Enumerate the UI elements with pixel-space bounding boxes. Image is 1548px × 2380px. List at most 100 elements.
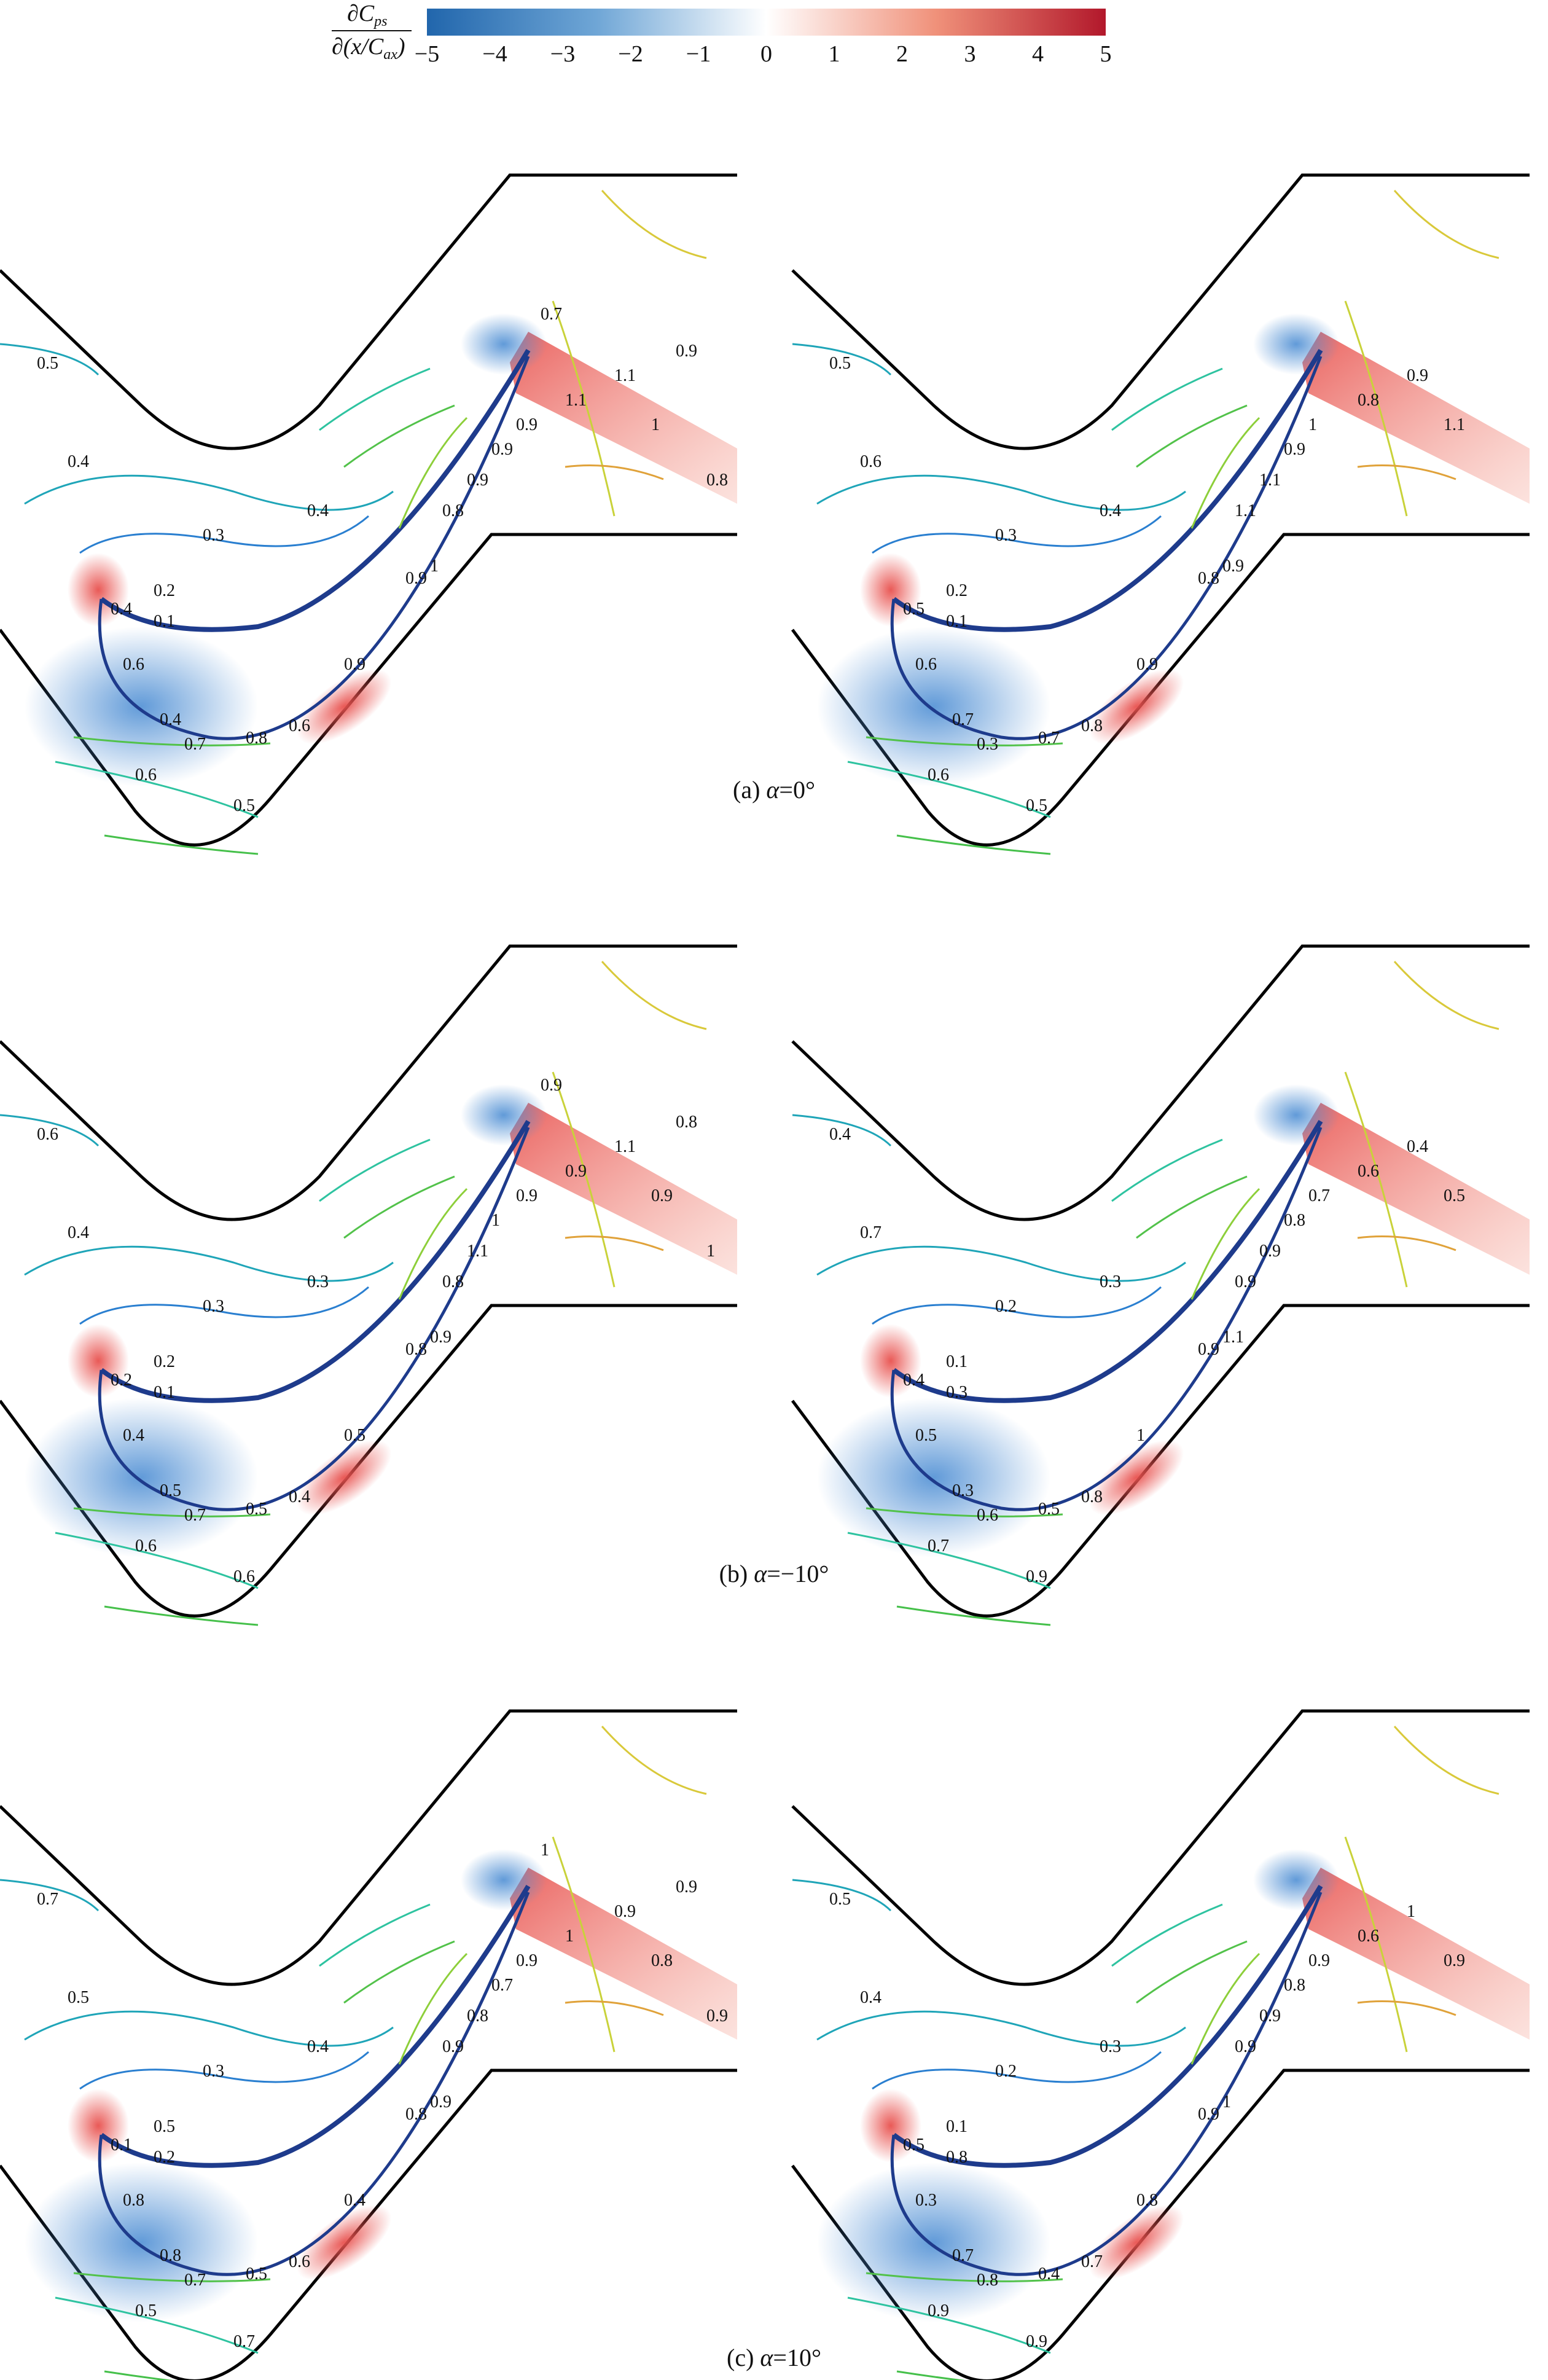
contour-label: 0.8 (405, 1340, 427, 1359)
contour-label: 0.7 (928, 1536, 949, 1556)
contour-label: 0.6 (977, 1506, 998, 1525)
contour-label: 0.3 (977, 735, 998, 754)
panel-b-right: 0.40.70.30.20.10.30.40.50.30.60.70.50.80… (792, 946, 1530, 1625)
contour-label: 0.5 (1038, 1500, 1060, 1519)
contour-label: 0.4 (307, 2037, 329, 2056)
contour-label: 0.2 (154, 1352, 175, 1371)
contour-label: 0.8 (1284, 1211, 1305, 1230)
contour-label: 1.1 (1259, 471, 1281, 490)
panel-a-right: 0.50.60.40.30.20.10.50.60.70.30.60.70.80… (792, 175, 1530, 854)
contour-label: 0.2 (995, 1297, 1017, 1316)
contour-label: 0.7 (1308, 1186, 1330, 1205)
panel-a-left: 0.50.40.40.30.20.10.40.60.40.70.60.80.60… (0, 175, 737, 854)
contour-label: 1.1 (467, 1242, 488, 1261)
colorbar-label-numerator: ∂Cps (347, 1, 387, 29)
contour-label: 0.8 (123, 2191, 144, 2210)
contour-label: 0.9 (516, 1951, 538, 1970)
contour-label: 0.4 (111, 600, 132, 619)
contour-label: 0.9 (516, 415, 538, 434)
contour-label: 0.5 (829, 354, 851, 373)
contour-label: 0.7 (952, 710, 974, 729)
contour-label: 1 (491, 1211, 500, 1230)
contour-label: 0.9 (676, 342, 697, 361)
contour-label: 0.9 (1198, 2105, 1219, 2124)
colorbar-tick-label: 5 (1100, 41, 1112, 67)
panel-c-left: 0.70.50.40.30.50.20.10.80.80.70.50.50.60… (0, 1711, 737, 2380)
contour-label: 0.8 (1198, 569, 1219, 588)
contour-label: 0.9 (1235, 1272, 1256, 1291)
panel-c-right: 0.50.40.30.20.10.80.50.30.70.80.90.40.70… (792, 1711, 1530, 2380)
contour-label: 0.1 (946, 612, 968, 631)
contour-label: 0.3 (915, 2191, 937, 2210)
contour-label: 0.4 (289, 1487, 310, 1506)
contour-label: 0.8 (946, 2148, 968, 2167)
contour-label: 1 (430, 557, 439, 576)
caption-c: (c) α=10° (727, 2344, 821, 2371)
colorbar-tick-label: −5 (415, 41, 439, 67)
contour-label: 0.8 (977, 2271, 998, 2290)
contour-label: 0.2 (154, 2148, 175, 2167)
contour-label: 0.5 (1026, 796, 1047, 815)
contour-label: 0.1 (946, 1352, 968, 1371)
contour-label: 0.6 (233, 1567, 255, 1586)
colorbar-tick-label: −1 (686, 41, 711, 67)
contour-label: 0.9 (467, 471, 488, 490)
contour-label: 0.4 (829, 1125, 851, 1144)
contour-label: 0.5 (915, 1426, 937, 1445)
contour-label: 0.7 (184, 2271, 206, 2290)
contour-label: 0.4 (68, 1223, 89, 1242)
contour-label: 0.8 (246, 729, 267, 748)
contour-label: 0.3 (307, 1272, 329, 1291)
contour-label: 0.5 (1444, 1186, 1465, 1205)
contour-label: 0.7 (233, 2332, 255, 2351)
contour-label: 0.5 (233, 796, 255, 815)
contour-label: 0.9 (1198, 1340, 1219, 1359)
contour-label: 0.6 (1358, 1162, 1379, 1181)
contour-label: 0.7 (1038, 729, 1060, 748)
contour-label: 0.9 (1308, 1951, 1330, 1970)
contour-label: 1 (1407, 1902, 1415, 1921)
contour-label: 0.2 (111, 1371, 132, 1390)
contour-label: 0.5 (344, 1426, 366, 1445)
contour-label: 0.9 (565, 1162, 587, 1181)
contour-label: 0.6 (860, 452, 882, 471)
contour-label: 1 (706, 1242, 715, 1261)
colorbar-tick-label: −3 (550, 41, 575, 67)
contour-label: 0.9 (1444, 1951, 1465, 1970)
contour-label: 0.9 (405, 569, 427, 588)
contour-label: 0.5 (68, 1988, 89, 2007)
contour-label: 0.9 (1407, 366, 1428, 385)
contour-label: 0.9 (1284, 440, 1305, 459)
contour-label: 0.6 (135, 1536, 157, 1556)
contour-label: 0.4 (1038, 2265, 1060, 2284)
contour-label: 0.9 (706, 2006, 728, 2026)
contour-label: 0.5 (246, 1500, 267, 1519)
contour-label: 0.1 (154, 612, 175, 631)
contour-label: 0.7 (952, 2246, 974, 2265)
panel-b-left: 0.60.40.30.30.20.10.20.40.50.70.60.50.40… (0, 946, 737, 1625)
contour-label: 0.9 (1235, 2037, 1256, 2056)
contour-label: 0.6 (289, 716, 310, 735)
contour-label: 0.5 (154, 2117, 175, 2136)
colorbar-tick-label: 1 (829, 41, 840, 67)
contour-label: 0.3 (203, 526, 224, 545)
colorbar-tick-label: 0 (760, 41, 772, 67)
contour-label: 0.4 (307, 501, 329, 520)
colorbar-tick-label: 3 (964, 41, 976, 67)
contour-label: 0.8 (405, 2105, 427, 2124)
contour-label: 0.9 (651, 1186, 673, 1205)
contour-label: 0.9 (442, 2037, 464, 2056)
contour-label: 0.8 (442, 1272, 464, 1291)
contour-label: 0.9 (541, 1076, 562, 1095)
contour-label: 0.4 (1100, 501, 1121, 520)
contour-label: 0.7 (37, 1890, 58, 1909)
contour-label: 1.1 (614, 1137, 636, 1156)
contour-label: 0.4 (344, 2191, 366, 2210)
contour-label: 0.2 (995, 2062, 1017, 2081)
colorbar-ticks: −5 −4 −3 −2 −1 0 1 2 3 4 5 (415, 41, 1112, 67)
contour-label: 0.8 (442, 501, 464, 520)
contour-label: 0.8 (1136, 2191, 1158, 2210)
contour-label: 0.3 (1100, 1272, 1121, 1291)
contour-label: 0.9 (516, 1186, 538, 1205)
